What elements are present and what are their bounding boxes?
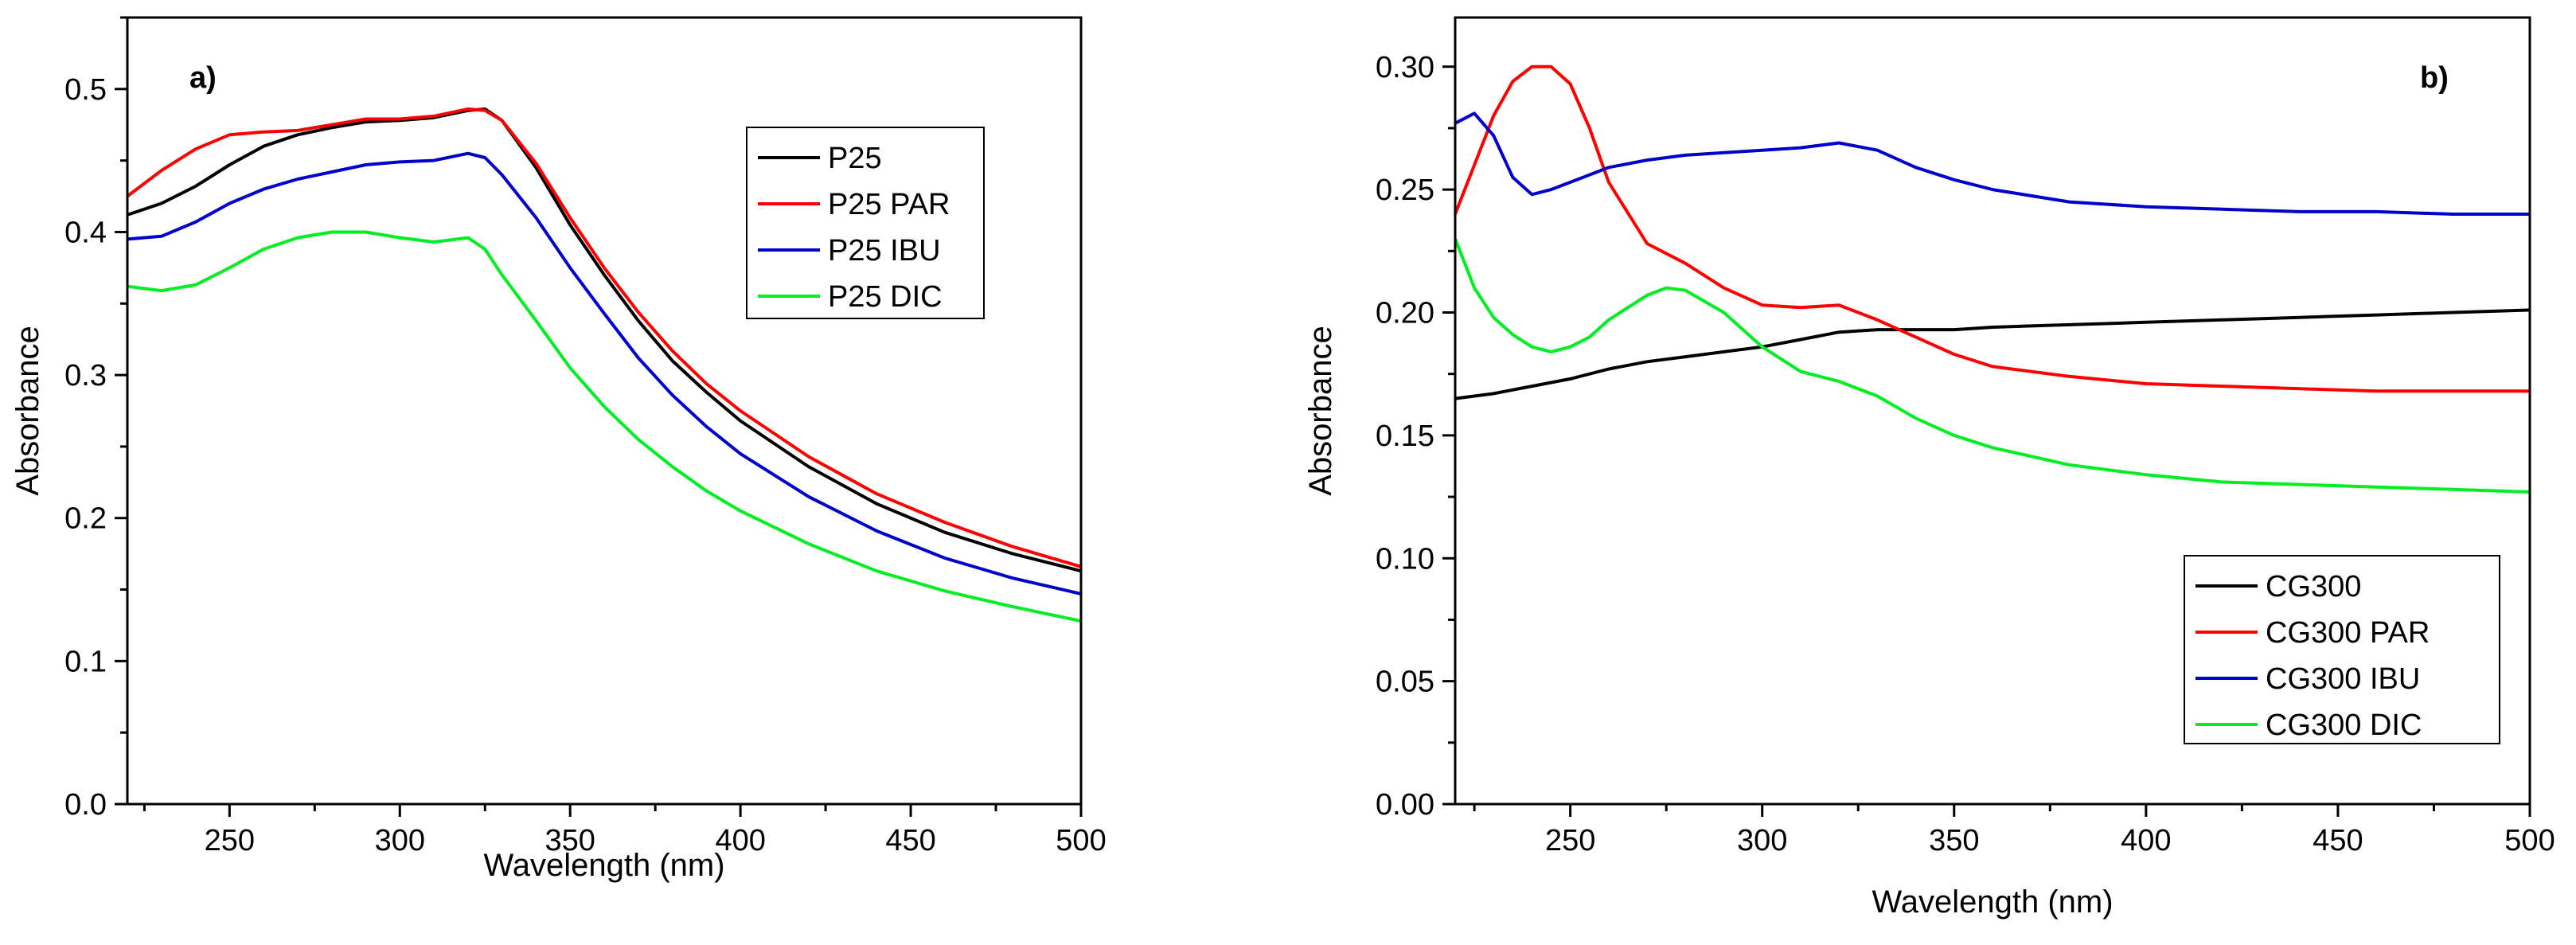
y-tick-label: 0.0: [64, 788, 107, 822]
y-tick-label: 0.30: [1376, 51, 1434, 84]
y-tick-label: 0.2: [64, 502, 107, 536]
legend: CG300 CG300 PAR CG300 IBU CG300 DIC: [2184, 555, 2500, 744]
x-tick-label: 400: [715, 824, 765, 857]
x-axis-title: Wavelength (nm): [483, 848, 724, 883]
panel-b-chart: 250 300 350 400 450 500 0.00 0.05 0.10 0.15 0.20 0.…: [1303, 16, 2555, 920]
y-tick-label: 0.3: [64, 359, 107, 392]
x-tick-label: 250: [1545, 824, 1595, 857]
y-tick-label: 0.25: [1376, 174, 1434, 207]
x-tick-label: 450: [885, 824, 935, 857]
x-tick-label: 250: [205, 824, 255, 857]
panel-a-chart: 250 300 350 400 450 500 0.0 0.1 0.2 0.3 0.4 0.5 Wave…: [10, 16, 1107, 883]
series-line-cg300-ibu: [1454, 111, 2530, 216]
legend-label: P25 IBU: [828, 234, 941, 267]
x-tick-label: 300: [375, 824, 425, 857]
plot-frame: [1454, 16, 2531, 806]
series-line-p25-ibu: [127, 151, 1082, 596]
y-axis-title: Absorbance: [10, 326, 45, 495]
x-tick-label: 450: [2313, 824, 2363, 857]
y-tick-label: 0.15: [1376, 420, 1434, 453]
legend-label: CG300 PAR: [2266, 616, 2430, 650]
series-line-cg300: [1454, 308, 2531, 400]
panel-label: b): [2420, 61, 2449, 95]
y-tick-label: 0.1: [64, 645, 107, 678]
legend-label: P25: [828, 142, 882, 175]
legend-label: CG300 DIC: [2266, 709, 2422, 742]
legend-label: P25 PAR: [828, 188, 950, 221]
legend: P25 P25 PAR P25 IBU P25 DIC: [746, 127, 985, 319]
x-tick-label: 300: [1737, 824, 1787, 857]
series-line-p25-par: [126, 107, 1082, 568]
y-tick-label: 0.10: [1376, 542, 1434, 576]
series-line-cg300-dic: [1454, 238, 2531, 494]
x-tick-label: 500: [1056, 824, 1106, 857]
y-tick-label: 0.05: [1376, 666, 1434, 699]
panel-label: a): [189, 61, 217, 95]
y-axis-title: Absorbance: [1303, 326, 1338, 495]
x-tick-label: 400: [2121, 824, 2171, 857]
legend-label: CG300 IBU: [2266, 662, 2420, 696]
x-tick-label: 350: [1929, 824, 1979, 857]
y-tick-label: 0.4: [64, 216, 107, 249]
legend-label: P25 DIC: [828, 280, 943, 314]
y-tick-label: 0.20: [1376, 297, 1434, 330]
y-tick-label: 0.5: [64, 73, 107, 107]
series-line-p25-dic: [127, 230, 1082, 623]
series-line-cg300-par: [1454, 64, 2530, 393]
x-axis-title: Wavelength (nm): [1872, 884, 2113, 920]
y-tick-label: 0.00: [1376, 788, 1434, 822]
plot-frame: [126, 16, 1083, 806]
legend-label: CG300: [2266, 570, 2361, 603]
x-tick-label: 500: [2504, 824, 2555, 857]
x-tick-label: 350: [545, 824, 595, 857]
